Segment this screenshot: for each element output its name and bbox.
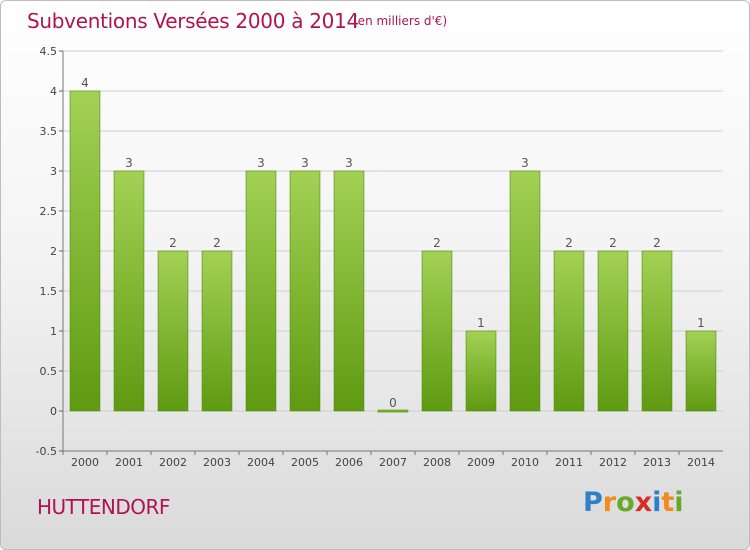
y-tick-label: 4.5 — [40, 45, 58, 58]
x-tick-label: 2003 — [203, 456, 231, 469]
bar — [377, 409, 409, 413]
logo-letter: r — [602, 487, 617, 518]
bar — [201, 250, 233, 412]
chart-subtitle: (en milliers d'€) — [353, 14, 448, 28]
bar — [245, 170, 277, 412]
y-tick-label: 2 — [50, 245, 57, 258]
x-tick-label: 2012 — [599, 456, 627, 469]
bar-value-label: 4 — [81, 76, 89, 90]
bar-value-label: 3 — [125, 156, 133, 170]
bar-value-label: 3 — [257, 156, 265, 170]
bar — [289, 170, 321, 412]
bar — [157, 250, 189, 412]
bar — [553, 250, 585, 412]
bar-value-label: 2 — [213, 236, 221, 250]
x-tick-label: 2010 — [511, 456, 539, 469]
y-tick-label: 3.5 — [40, 125, 58, 138]
x-tick-label: 2001 — [115, 456, 143, 469]
x-tick-label: 2007 — [379, 456, 407, 469]
bar-value-label: 2 — [609, 236, 617, 250]
y-tick-label: 1.5 — [40, 285, 58, 298]
bar — [685, 330, 717, 412]
bar — [421, 250, 453, 412]
bar-value-label: 2 — [653, 236, 661, 250]
x-tick-label: 2014 — [687, 456, 715, 469]
bar-value-label: 1 — [477, 316, 485, 330]
proxiti-logo: Proxiti — [583, 487, 684, 518]
y-tick-label: 0 — [50, 405, 57, 418]
bar-value-label: 0 — [389, 396, 397, 410]
logo-letter: i — [674, 487, 684, 518]
bar — [113, 170, 145, 412]
x-tick-label: 2002 — [159, 456, 187, 469]
y-tick-label: 2.5 — [40, 205, 58, 218]
bar — [509, 170, 541, 412]
bar-value-label: 3 — [521, 156, 529, 170]
y-tick-label: 0.5 — [40, 365, 58, 378]
bar-value-label: 2 — [169, 236, 177, 250]
bar-value-label: 1 — [697, 316, 705, 330]
y-tick-label: 3 — [50, 165, 57, 178]
logo-letter: t — [661, 487, 675, 518]
bar-value-label: 3 — [301, 156, 309, 170]
x-tick-label: 2008 — [423, 456, 451, 469]
bar-value-label: 2 — [565, 236, 573, 250]
x-tick-label: 2011 — [555, 456, 583, 469]
logo-letter: x — [634, 487, 653, 518]
x-tick-label: 2000 — [71, 456, 99, 469]
x-tick-label: 2006 — [335, 456, 363, 469]
x-tick-label: 2005 — [291, 456, 319, 469]
x-tick-label: 2004 — [247, 456, 275, 469]
logo-letter: o — [616, 487, 635, 518]
logo-letter: i — [652, 487, 662, 518]
y-tick-label: 4 — [50, 85, 57, 98]
chart-title: Subventions Versées 2000 à 2014 — [27, 9, 359, 33]
bar — [69, 90, 101, 412]
commune-name: HUTTENDORF — [37, 495, 170, 519]
bar-value-label: 2 — [433, 236, 441, 250]
y-tick-label: -0.5 — [36, 445, 57, 458]
bar — [333, 170, 365, 412]
x-tick-label: 2013 — [643, 456, 671, 469]
y-tick-label: 1 — [50, 325, 57, 338]
bar — [465, 330, 497, 412]
bar — [597, 250, 629, 412]
logo-letter: P — [583, 487, 603, 518]
bar — [641, 250, 673, 412]
bar-value-label: 3 — [345, 156, 353, 170]
x-tick-label: 2009 — [467, 456, 495, 469]
